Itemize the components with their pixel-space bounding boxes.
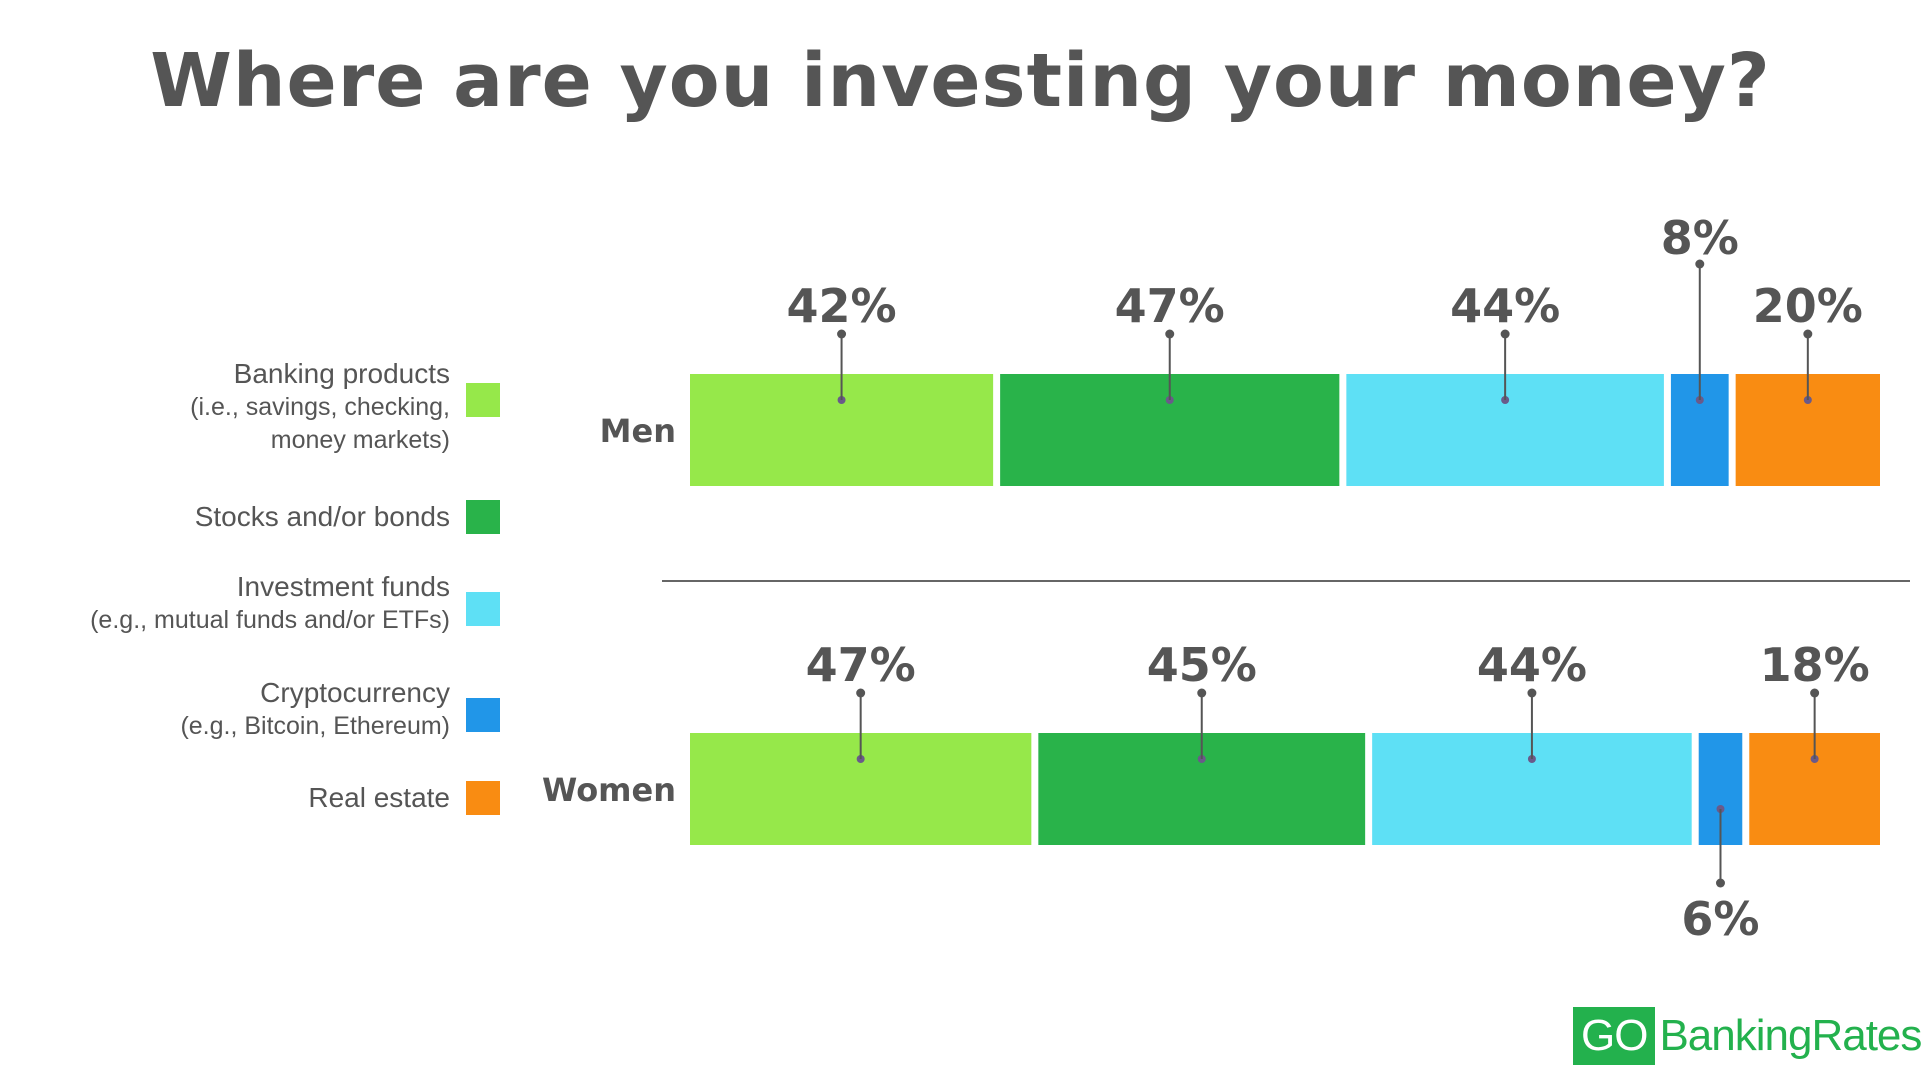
- data-label-women-crypto: 6%: [1681, 892, 1759, 946]
- data-label-women-banking: 47%: [806, 638, 916, 692]
- label-leader-dot: [837, 329, 847, 339]
- data-label-men-crypto: 8%: [1661, 211, 1739, 265]
- legend-swatch-stocks: [466, 500, 500, 534]
- logo-go: GO: [1573, 1007, 1656, 1065]
- label-leader-dot: [1803, 329, 1813, 339]
- legend: Banking products (i.e., savings, checkin…: [0, 0, 520, 1081]
- legend-sublabel: (e.g., Bitcoin, Ethereum): [180, 712, 450, 740]
- label-leader-dot: [856, 688, 866, 698]
- legend-label: Cryptocurrency: [260, 677, 450, 708]
- data-label-men-funds: 44%: [1450, 279, 1560, 333]
- legend-item-real-estate: Real estate: [308, 781, 500, 815]
- legend-sublabel: (e.g., mutual funds and/or ETFs): [90, 606, 450, 634]
- logo-text: BankingRates: [1659, 1011, 1921, 1060]
- data-label-women-stocks: 45%: [1147, 638, 1257, 692]
- legend-swatch-investment-funds: [466, 592, 500, 626]
- label-leader-dot: [1715, 878, 1725, 888]
- legend-label: Stocks and/or bonds: [194, 501, 450, 532]
- label-leader-dot: [1165, 329, 1175, 339]
- chart-title: Where are you investing your money?: [150, 38, 1771, 124]
- legend-label: Banking products: [233, 358, 450, 389]
- label-leader-dot: [1197, 688, 1207, 698]
- data-label-men-banking: 42%: [787, 279, 897, 333]
- legend-sublabel: (i.e., savings, checking,: [190, 393, 450, 421]
- gobankingrates-logo: GO BankingRates: [1573, 1007, 1921, 1065]
- legend-item-stocks-bonds: Stocks and/or bonds: [195, 500, 500, 534]
- legend-swatch-real-estate: [466, 781, 500, 815]
- data-label-women-funds: 44%: [1477, 638, 1587, 692]
- category-label-men: Men: [600, 412, 676, 450]
- label-leader-dot: [1695, 259, 1705, 269]
- legend-item-banking-products: Banking products (i.e., savings, checkin…: [190, 357, 500, 457]
- data-label-women-realestate: 18%: [1760, 638, 1870, 692]
- legend-sublabel: money markets): [270, 426, 450, 454]
- legend-label: Real estate: [308, 782, 450, 813]
- label-leader-dot: [1527, 688, 1537, 698]
- legend-item-cryptocurrency: Cryptocurrency (e.g., Bitcoin, Ethereum): [180, 676, 500, 743]
- legend-item-investment-funds: Investment funds (e.g., mutual funds and…: [90, 570, 500, 637]
- data-label-men-stocks: 47%: [1115, 279, 1225, 333]
- legend-swatch-banking: [466, 383, 500, 417]
- legend-label: Investment funds: [236, 571, 450, 602]
- label-leader-dot: [1810, 688, 1820, 698]
- data-label-men-realestate: 20%: [1753, 279, 1863, 333]
- category-label-women: Women: [542, 771, 676, 809]
- label-leader-dot: [1500, 329, 1510, 339]
- legend-swatch-cryptocurrency: [466, 698, 500, 732]
